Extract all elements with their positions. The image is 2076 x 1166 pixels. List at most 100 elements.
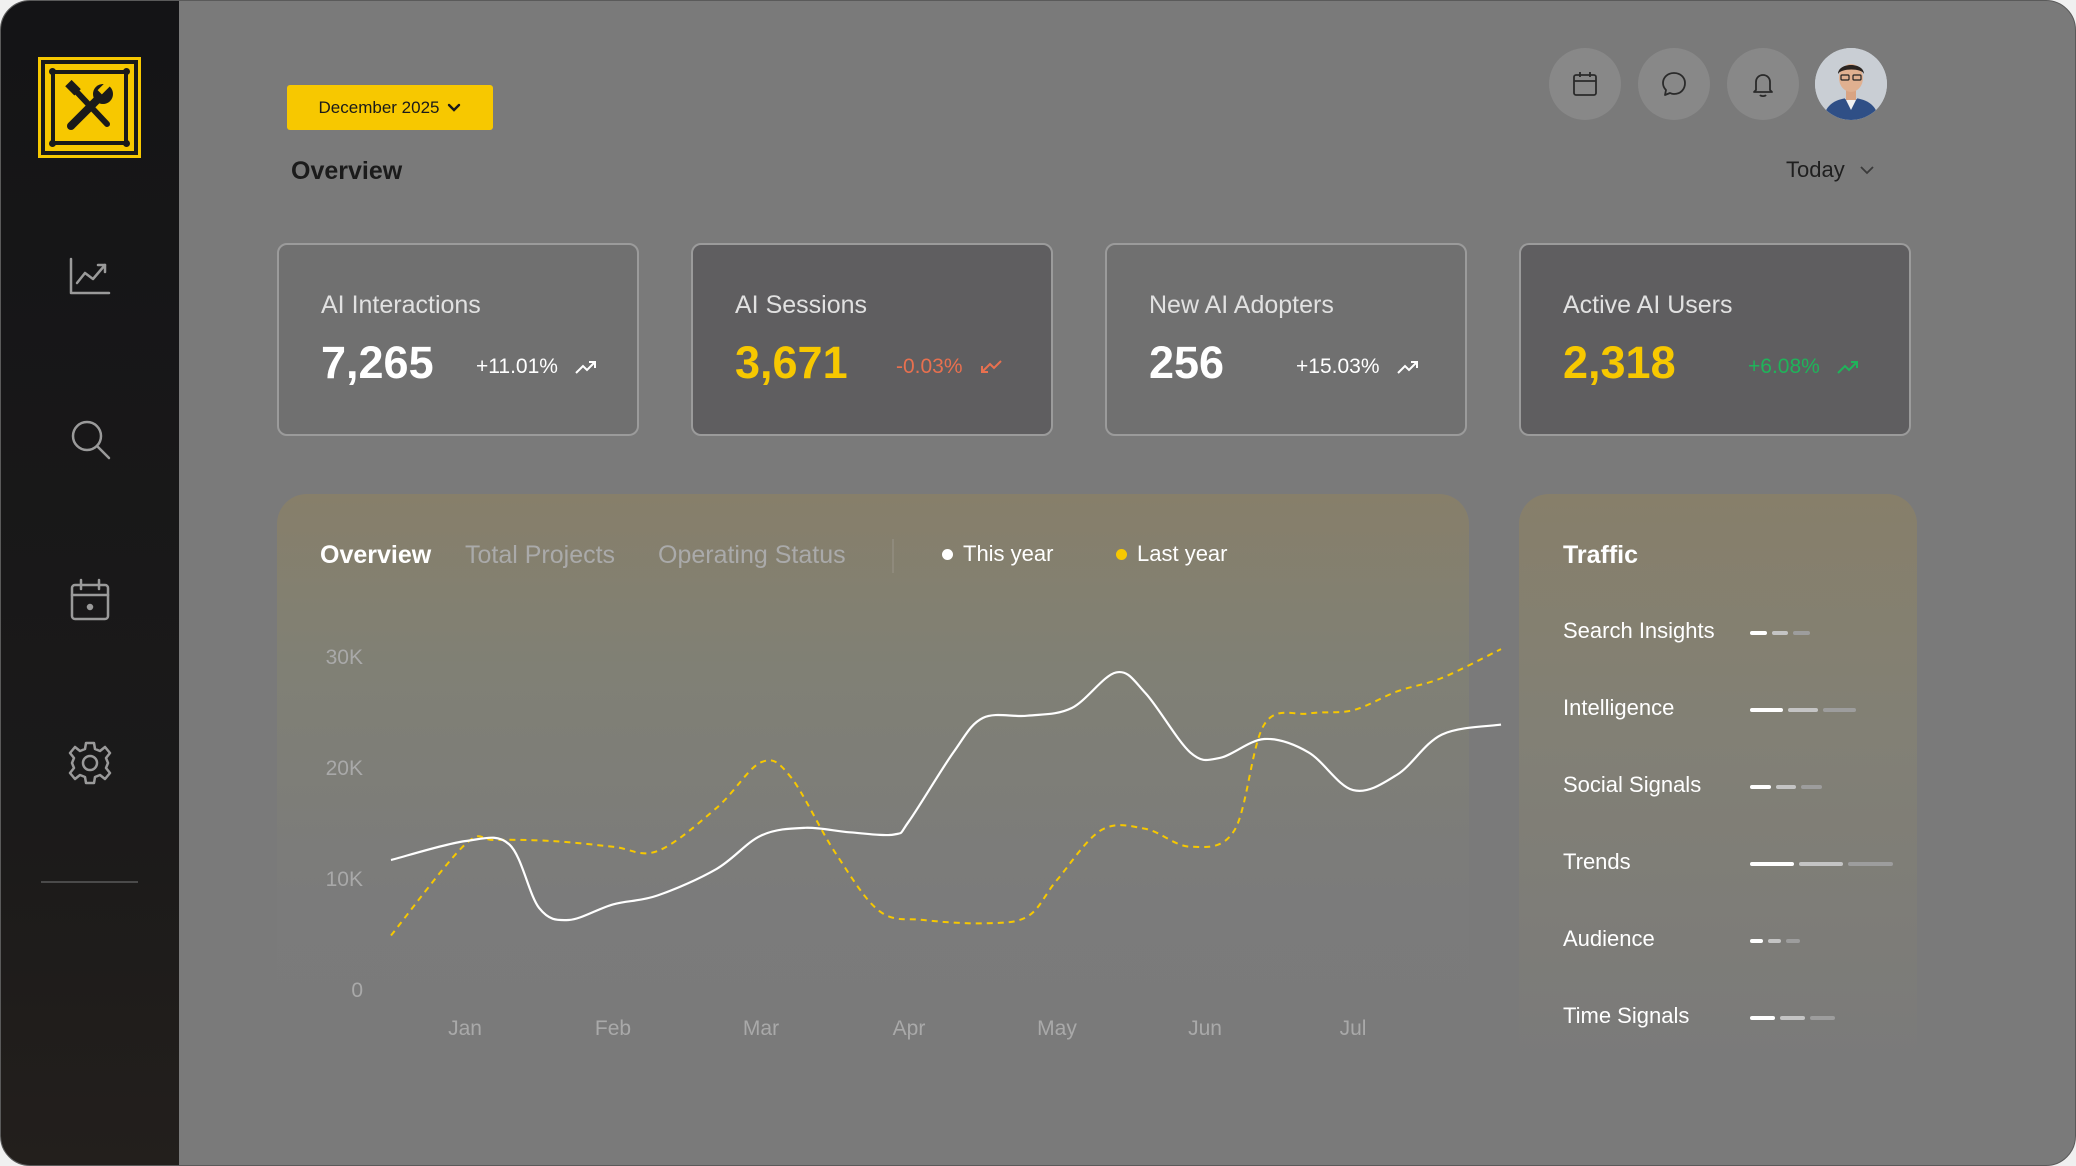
kpi-card-active-ai-users[interactable]: Active AI Users 2,318 +6.08%	[1519, 243, 1911, 436]
trend-down-icon	[980, 360, 1002, 373]
tab-divider	[892, 539, 894, 573]
chat-icon	[1662, 72, 1686, 96]
logo-bolt	[49, 140, 56, 147]
legend-swatch	[942, 548, 953, 560]
traffic-label: Trends	[1563, 849, 1631, 874]
gear-icon[interactable]	[67, 740, 113, 786]
kpi-change-value: -0.03%	[896, 355, 963, 378]
bar-segment	[1823, 708, 1856, 712]
kpi-card-new-ai-adopters[interactable]: New AI Adopters 256 +15.03%	[1105, 243, 1467, 436]
chevron-down-icon	[448, 103, 461, 112]
traffic-bar-trends	[1750, 862, 1893, 866]
kpi-change: +15.03%	[1296, 355, 1420, 379]
tab-operating-status[interactable]: Operating Status	[658, 541, 846, 569]
traffic-label: Time Signals	[1563, 1003, 1690, 1028]
legend-swatch	[1116, 548, 1127, 560]
bar-segment	[1750, 708, 1783, 712]
tools-logo[interactable]	[38, 57, 141, 158]
kpi-change-value: +6.08%	[1748, 355, 1820, 378]
chat-button[interactable]	[1638, 48, 1710, 120]
traffic-bar-audience	[1750, 939, 1800, 943]
bar-segment	[1750, 1016, 1775, 1020]
user-avatar-icon	[1815, 48, 1887, 120]
kpi-value: 7,265	[321, 337, 434, 388]
chart-icon[interactable]	[67, 253, 113, 299]
bar-segment	[1786, 939, 1800, 943]
bar-segment	[1848, 862, 1893, 866]
y-tick-label: 20K	[325, 757, 363, 780]
tab-total-projects[interactable]: Total Projects	[465, 541, 616, 569]
bar-segment	[1793, 631, 1810, 635]
page-title: Overview	[291, 157, 403, 185]
bar-segment	[1780, 1016, 1805, 1020]
x-tick-label: Feb	[594, 1017, 632, 1040]
kpi-card-ai-interactions[interactable]: AI Interactions 7,265 +11.01%	[277, 243, 639, 436]
trend-up-icon	[1837, 361, 1858, 374]
logo-bolt	[123, 140, 130, 147]
calendar-icon[interactable]	[67, 577, 113, 623]
kpi-label: AI Interactions	[321, 291, 481, 319]
y-tick-label: 30K	[325, 646, 363, 669]
traffic-bar-intelligence	[1750, 708, 1856, 712]
bar-segment	[1801, 785, 1822, 789]
x-tick-label: Jan	[448, 1017, 482, 1040]
y-tick-label: 10K	[325, 868, 363, 891]
traffic-label: Intelligence	[1563, 695, 1675, 720]
bar-segment	[1788, 708, 1818, 712]
y-tick-label: 0	[351, 979, 363, 1002]
wrench-screwdriver-icon	[65, 80, 113, 130]
kpi-change: +11.01%	[476, 355, 598, 379]
bar-segment	[1750, 939, 1763, 943]
search-icon[interactable]	[67, 416, 113, 462]
month-label: December 2025	[318, 97, 440, 117]
traffic-card	[1519, 494, 1917, 1074]
tab-overview[interactable]: Overview	[320, 541, 432, 569]
sidebar	[1, 1, 179, 1165]
traffic-bar-time-signals	[1750, 1016, 1835, 1020]
month-select-button[interactable]: December 2025	[287, 85, 493, 130]
bar-segment	[1772, 631, 1788, 635]
notifications-button[interactable]	[1727, 48, 1799, 120]
kpi-label: New AI Adopters	[1149, 291, 1334, 319]
x-tick-label: May	[1037, 1017, 1077, 1040]
kpi-change-value: +15.03%	[1296, 355, 1380, 378]
traffic-bar-social-signals	[1750, 785, 1822, 789]
chevron-down-icon	[1860, 166, 1874, 175]
sidebar-divider	[41, 881, 138, 883]
legend-label: This year	[963, 541, 1054, 566]
x-tick-label: Jul	[1339, 1017, 1367, 1040]
kpi-value: 3,671	[735, 337, 848, 388]
kpi-label: Active AI Users	[1563, 291, 1733, 319]
logo-bolt	[49, 68, 56, 75]
bar-segment	[1810, 1016, 1835, 1020]
traffic-label: Search Insights	[1563, 618, 1715, 643]
bar-segment	[1750, 631, 1767, 635]
bar-segment	[1799, 862, 1843, 866]
calendar-button[interactable]	[1549, 48, 1621, 120]
logo-frame	[51, 70, 128, 145]
x-tick-label: Jun	[1188, 1017, 1222, 1040]
bar-segment	[1776, 785, 1796, 789]
kpi-value: 256	[1149, 337, 1225, 388]
traffic-label: Audience	[1563, 926, 1655, 951]
period-label: Today	[1786, 157, 1845, 182]
logo-bolt	[123, 68, 130, 75]
traffic-title: Traffic	[1563, 541, 1639, 569]
legend-this-year[interactable]: This year	[942, 541, 1053, 567]
avatar[interactable]	[1815, 48, 1887, 120]
legend-label: Last year	[1137, 541, 1228, 566]
x-tick-label: Mar	[742, 1017, 780, 1040]
trend-up-icon	[575, 361, 596, 374]
kpi-label: AI Sessions	[735, 291, 868, 319]
x-tick-label: Apr	[892, 1017, 926, 1040]
kpi-change: -0.03%	[896, 355, 1003, 379]
kpi-card-ai-sessions[interactable]: AI Sessions 3,671 -0.03%	[691, 243, 1053, 436]
period-select[interactable]: Today	[1786, 157, 1875, 183]
legend-last-year[interactable]: Last year	[1116, 541, 1228, 567]
bar-segment	[1750, 862, 1794, 866]
bar-segment	[1768, 939, 1781, 943]
bar-segment	[1750, 785, 1771, 789]
calendar-icon	[1573, 72, 1597, 96]
traffic-label: Social Signals	[1563, 772, 1702, 797]
